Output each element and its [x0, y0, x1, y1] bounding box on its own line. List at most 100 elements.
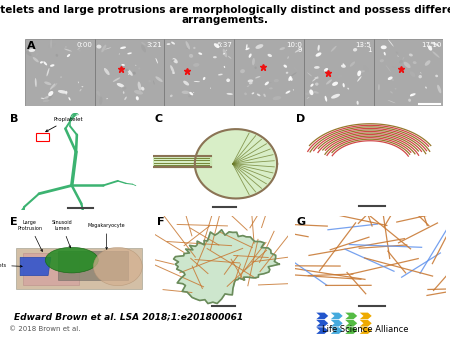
Ellipse shape	[312, 76, 318, 81]
Ellipse shape	[246, 44, 248, 49]
Ellipse shape	[331, 46, 337, 52]
Ellipse shape	[255, 76, 261, 78]
Ellipse shape	[78, 81, 79, 83]
Ellipse shape	[128, 73, 130, 75]
Ellipse shape	[117, 83, 124, 88]
Ellipse shape	[431, 42, 439, 46]
Ellipse shape	[332, 82, 338, 86]
Ellipse shape	[274, 79, 279, 82]
Ellipse shape	[392, 67, 396, 68]
Ellipse shape	[40, 61, 43, 64]
Ellipse shape	[188, 95, 191, 97]
Ellipse shape	[326, 79, 332, 84]
Ellipse shape	[113, 77, 120, 82]
Ellipse shape	[244, 93, 247, 95]
Ellipse shape	[384, 52, 386, 55]
Ellipse shape	[288, 76, 292, 81]
Ellipse shape	[46, 68, 50, 76]
Text: 6:37: 6:37	[216, 42, 232, 48]
Ellipse shape	[119, 53, 120, 54]
Text: 3:21: 3:21	[146, 42, 162, 48]
Ellipse shape	[26, 51, 32, 56]
Ellipse shape	[226, 93, 233, 95]
Ellipse shape	[138, 68, 140, 70]
Ellipse shape	[141, 45, 146, 52]
Ellipse shape	[81, 86, 83, 87]
Ellipse shape	[172, 72, 175, 74]
Text: Proplatelets and large protrusions are morphologically distinct and possess diff: Proplatelets and large protrusions are m…	[0, 5, 450, 15]
Ellipse shape	[263, 94, 266, 97]
Ellipse shape	[43, 61, 47, 66]
Ellipse shape	[428, 45, 432, 51]
Ellipse shape	[148, 80, 151, 82]
Ellipse shape	[307, 72, 312, 76]
Ellipse shape	[257, 94, 261, 96]
Ellipse shape	[45, 247, 98, 273]
Ellipse shape	[315, 52, 321, 57]
Text: Edward Brown et al. LSA 2018;1:e201800061: Edward Brown et al. LSA 2018;1:e20180006…	[14, 313, 243, 322]
Ellipse shape	[64, 49, 72, 51]
Ellipse shape	[399, 60, 403, 64]
Ellipse shape	[257, 42, 263, 44]
Ellipse shape	[127, 52, 132, 54]
Polygon shape	[174, 230, 279, 304]
Bar	[164, 39, 234, 106]
Ellipse shape	[123, 91, 125, 94]
Ellipse shape	[247, 86, 249, 87]
Ellipse shape	[324, 68, 328, 72]
Ellipse shape	[50, 83, 55, 90]
Ellipse shape	[254, 67, 257, 69]
Ellipse shape	[99, 96, 103, 105]
Ellipse shape	[397, 55, 399, 57]
Ellipse shape	[29, 49, 35, 52]
Text: Proplatelets: Proplatelets	[0, 263, 22, 267]
Ellipse shape	[106, 98, 108, 99]
Ellipse shape	[223, 53, 225, 54]
Ellipse shape	[136, 96, 139, 100]
Ellipse shape	[156, 58, 158, 64]
Ellipse shape	[171, 59, 175, 62]
Polygon shape	[195, 129, 277, 198]
Polygon shape	[360, 320, 372, 327]
Ellipse shape	[408, 99, 411, 102]
Ellipse shape	[80, 89, 81, 91]
Bar	[374, 39, 443, 106]
Ellipse shape	[213, 56, 217, 58]
Ellipse shape	[359, 70, 365, 73]
Ellipse shape	[388, 40, 394, 47]
Ellipse shape	[380, 59, 384, 62]
Ellipse shape	[210, 69, 213, 72]
Ellipse shape	[324, 96, 327, 102]
Ellipse shape	[185, 48, 190, 49]
Ellipse shape	[401, 45, 405, 54]
Ellipse shape	[315, 82, 319, 86]
Ellipse shape	[435, 75, 438, 77]
Ellipse shape	[357, 76, 361, 82]
Ellipse shape	[155, 76, 163, 82]
Text: Proplatelet: Proplatelet	[46, 117, 83, 132]
Ellipse shape	[153, 80, 155, 84]
Ellipse shape	[420, 72, 421, 74]
Text: Sinusoid
lumen: Sinusoid lumen	[52, 220, 72, 248]
Ellipse shape	[58, 90, 67, 94]
Polygon shape	[316, 327, 328, 334]
Ellipse shape	[193, 63, 199, 67]
Ellipse shape	[388, 76, 392, 80]
Ellipse shape	[182, 91, 189, 94]
Ellipse shape	[198, 52, 202, 55]
Ellipse shape	[295, 48, 302, 53]
Ellipse shape	[203, 77, 206, 80]
Ellipse shape	[183, 81, 189, 86]
Ellipse shape	[310, 56, 313, 59]
Ellipse shape	[403, 57, 405, 60]
Ellipse shape	[425, 60, 431, 66]
Ellipse shape	[360, 44, 363, 48]
Ellipse shape	[293, 67, 298, 71]
Ellipse shape	[357, 71, 361, 76]
Ellipse shape	[356, 101, 359, 105]
Ellipse shape	[78, 50, 81, 51]
Ellipse shape	[56, 54, 58, 57]
Ellipse shape	[425, 87, 427, 89]
Polygon shape	[316, 313, 328, 319]
Ellipse shape	[252, 58, 255, 65]
